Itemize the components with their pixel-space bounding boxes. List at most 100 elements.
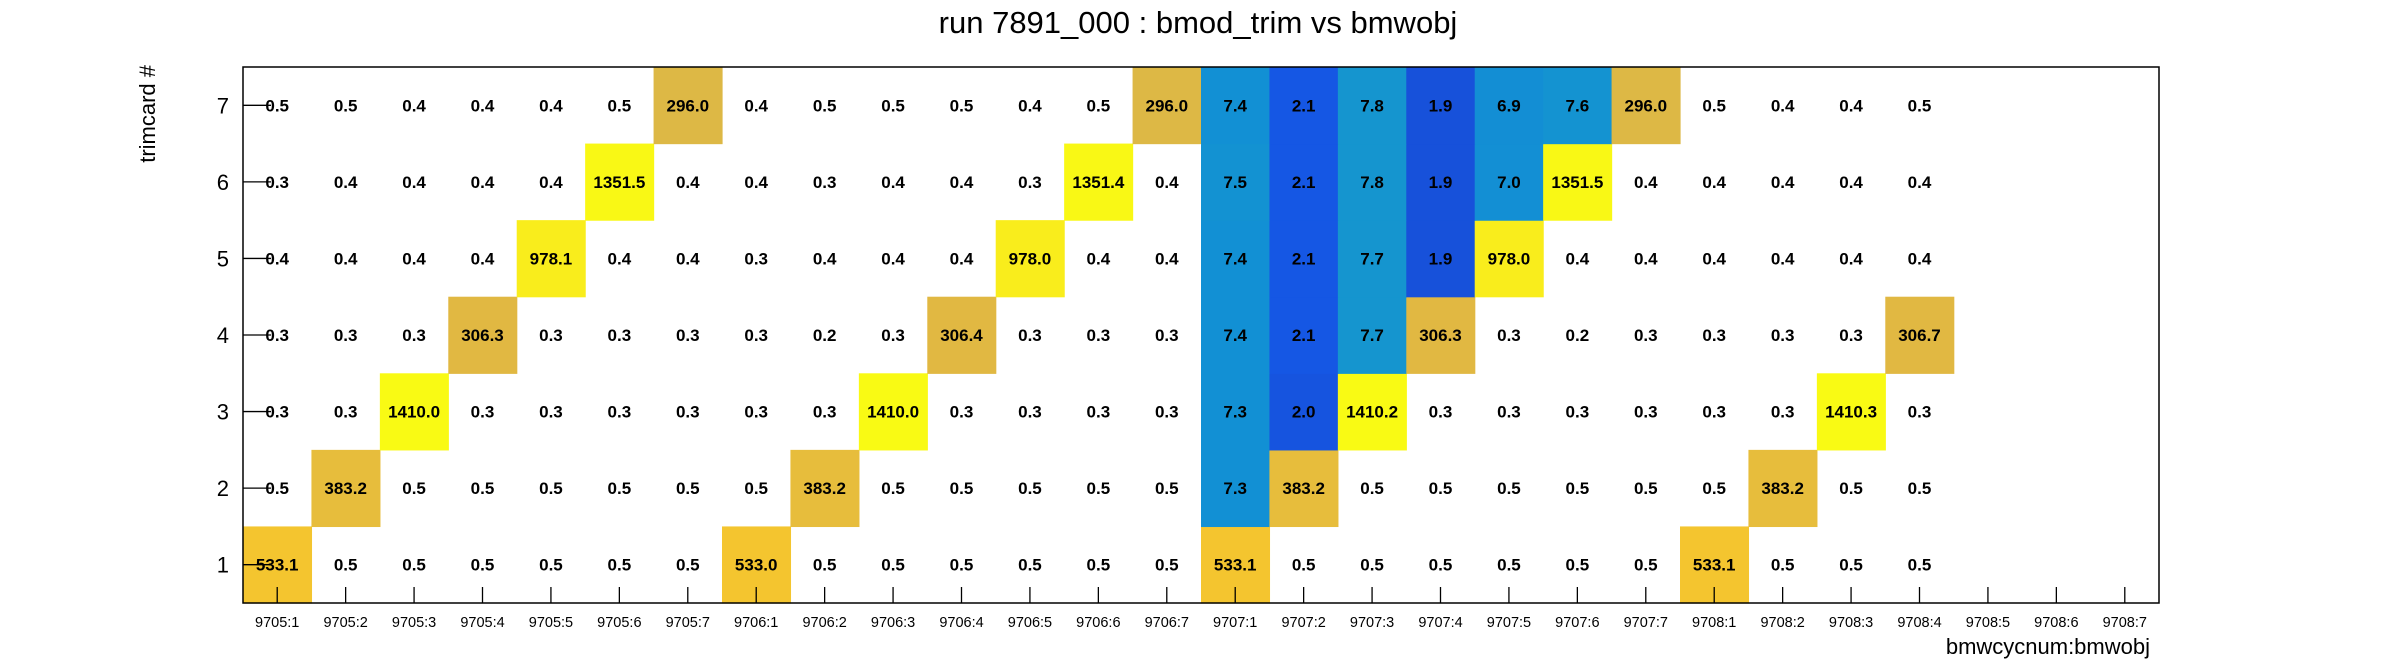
cell-value-label: 1410.0: [388, 403, 440, 422]
cell-value-label: 1.9: [1429, 249, 1453, 268]
cell-value-label: 0.4: [402, 249, 426, 268]
heatmap-cell: [1269, 449, 1339, 528]
cell-value-label: 296.0: [1146, 96, 1189, 115]
heatmap-cell: [1543, 143, 1613, 221]
chart-title: run 7891_000 : bmod_trim vs bmwobj: [939, 5, 1458, 40]
x-tick-label: 9706:7: [1145, 615, 1189, 631]
heatmap-cell: [1201, 296, 1271, 374]
heatmap-cell: [1337, 296, 1407, 374]
x-tick-label: 9706:5: [1008, 615, 1052, 631]
cell-value-label: 0.5: [1839, 556, 1863, 575]
cell-value-label: 0.5: [539, 556, 563, 575]
cell-value-label: 7.6: [1566, 96, 1590, 115]
cell-value-label: 0.3: [402, 326, 426, 345]
cell-value-label: 0.4: [471, 173, 495, 192]
cell-value-label: 0.5: [1702, 479, 1726, 498]
cell-value-label: 0.3: [744, 326, 768, 345]
cell-value-label: 0.5: [1360, 556, 1384, 575]
heatmap-cell: [1337, 373, 1407, 451]
cell-value-label: 0.3: [471, 403, 495, 422]
cell-value-label: 7.3: [1223, 403, 1247, 422]
cell-value-label: 0.3: [608, 326, 632, 345]
cell-value-label: 0.5: [1566, 479, 1590, 498]
cell-value-label: 0.5: [471, 556, 495, 575]
heatmap-cell: [1201, 373, 1271, 451]
heatmap-cell: [1337, 143, 1407, 221]
x-tick-label: 9705:7: [666, 615, 710, 631]
cell-value-label: 0.5: [1771, 556, 1795, 575]
x-tick-label: 9708:5: [1966, 615, 2010, 631]
heatmap-cell: [653, 67, 723, 145]
cell-value-label: 0.4: [539, 173, 563, 192]
heatmap-cell: [1816, 373, 1886, 451]
cell-value-label: 0.3: [265, 326, 289, 345]
x-tick-label: 9705:1: [255, 615, 299, 631]
cell-value-label: 383.2: [1282, 479, 1325, 498]
cell-value-label: 0.4: [1771, 96, 1795, 115]
y-tick-label: 3: [217, 400, 229, 425]
cell-value-label: 0.3: [1634, 326, 1658, 345]
cell-value-label: 0.5: [1087, 479, 1111, 498]
heatmap-cell: [1543, 67, 1613, 145]
cell-value-label: 296.0: [667, 96, 710, 115]
cell-value-label: 0.5: [334, 556, 358, 575]
x-tick-label: 9708:2: [1760, 615, 1804, 631]
cell-value-label: 0.4: [402, 96, 426, 115]
heatmap-cell: [790, 449, 860, 528]
cell-value-label: 0.4: [402, 173, 426, 192]
heatmap-cell: [1269, 67, 1339, 145]
heatmap-cell: [585, 143, 655, 221]
cell-value-label: 0.4: [1702, 173, 1726, 192]
cell-value-label: 0.5: [334, 96, 358, 115]
cell-value-label: 0.4: [608, 249, 632, 268]
heatmap-cell: [1406, 143, 1476, 221]
cell-value-label: 0.4: [471, 249, 495, 268]
x-tick-label: 9707:1: [1213, 615, 1257, 631]
cell-value-label: 0.5: [676, 479, 700, 498]
cell-value-label: 383.2: [803, 479, 846, 498]
cell-value-label: 7.8: [1360, 173, 1384, 192]
x-axis-title: bmwcycnum:bmwobj: [1946, 634, 2150, 659]
cell-value-label: 306.3: [1419, 326, 1462, 345]
cell-value-label: 0.4: [471, 96, 495, 115]
x-tick-label: 9707:6: [1555, 615, 1599, 631]
cell-value-label: 0.2: [813, 326, 837, 345]
cell-value-label: 0.3: [744, 249, 768, 268]
heatmap-cell: [516, 220, 586, 298]
heatmap-cell: [311, 449, 381, 528]
heatmap-cell: [1406, 220, 1476, 298]
cell-value-label: 0.3: [813, 173, 837, 192]
cell-value-label: 0.3: [676, 326, 700, 345]
cell-value-label: 1.9: [1429, 173, 1453, 192]
cell-value-label: 7.0: [1497, 173, 1521, 192]
heatmap-cell: [1269, 143, 1339, 221]
heatmap-cell: [1748, 449, 1818, 528]
cell-value-label: 0.3: [676, 403, 700, 422]
cell-value-label: 0.5: [950, 556, 974, 575]
cell-value-label: 0.3: [1702, 403, 1726, 422]
cell-value-label: 0.3: [1566, 403, 1590, 422]
cell-value-label: 0.3: [334, 403, 358, 422]
y-axis-title: trimcard #: [135, 64, 160, 163]
cell-value-label: 1410.2: [1346, 403, 1398, 422]
cell-value-label: 7.5: [1223, 173, 1247, 192]
cell-value-label: 0.5: [608, 556, 632, 575]
cell-value-label: 0.5: [1087, 96, 1111, 115]
heatmap-cell: [1269, 296, 1339, 374]
cell-value-label: 0.2: [1566, 326, 1590, 345]
cell-value-label: 0.5: [1497, 479, 1521, 498]
cell-value-label: 383.2: [1761, 479, 1804, 498]
cell-value-label: 0.5: [608, 479, 632, 498]
cell-value-label: 0.5: [1155, 556, 1179, 575]
cell-value-label: 978.1: [530, 249, 573, 268]
heatmap-cell: [858, 373, 928, 451]
cell-value-label: 0.4: [950, 173, 974, 192]
cell-value-label: 0.5: [1429, 479, 1453, 498]
cell-value-label: 0.5: [676, 556, 700, 575]
heatmap-cell: [1474, 220, 1544, 298]
cell-value-label: 0.3: [1839, 326, 1863, 345]
cell-value-label: 7.4: [1223, 326, 1247, 345]
cell-value-label: 0.5: [1908, 556, 1932, 575]
cell-value-label: 7.7: [1360, 326, 1384, 345]
x-tick-label: 9708:3: [1829, 615, 1873, 631]
